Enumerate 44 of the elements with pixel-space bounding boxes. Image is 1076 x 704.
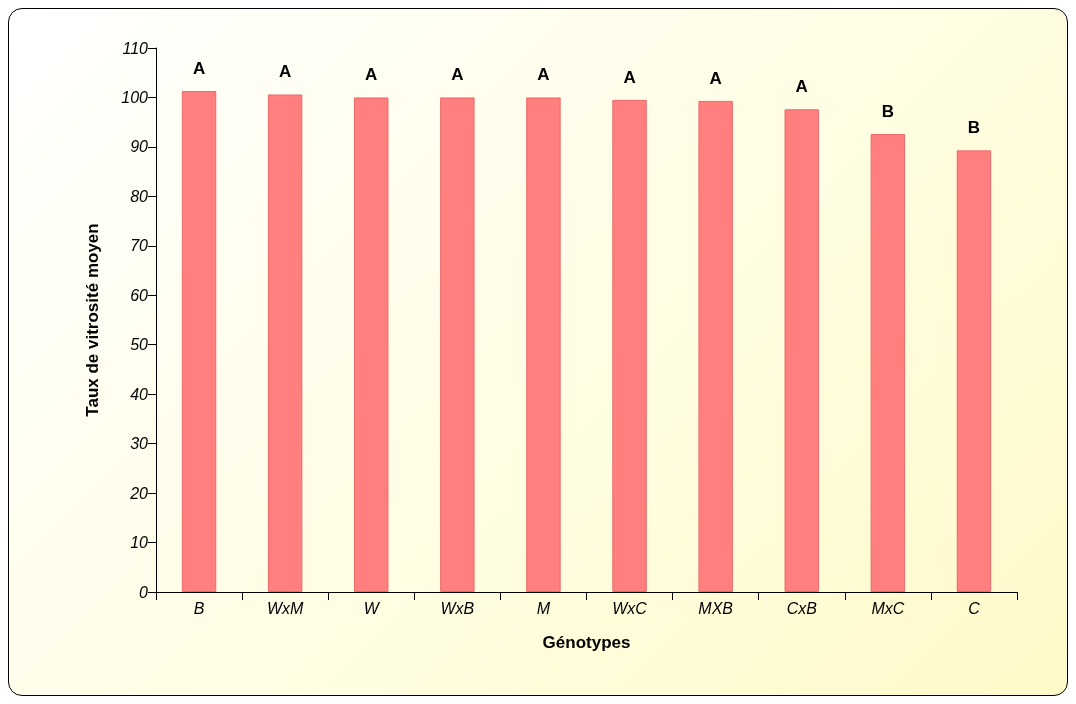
y-tick-label: 40 (130, 385, 149, 403)
bar (526, 97, 561, 592)
y-tick-label: 90 (130, 138, 149, 156)
bar (956, 150, 992, 592)
bar (784, 109, 819, 592)
y-tick-label: 30 (130, 435, 149, 453)
bar (181, 91, 217, 592)
x-tick-label: W (363, 599, 381, 617)
data-label: B (967, 118, 981, 138)
bar (440, 97, 475, 592)
bar (870, 134, 906, 592)
y-axis-title: Taux de vitrosité moyen (83, 223, 102, 417)
x-tick-label: M (536, 599, 551, 617)
y-tick-label: 70 (130, 237, 149, 255)
bar (612, 99, 647, 592)
bar (267, 94, 303, 592)
x-tick-label: B (193, 599, 205, 617)
y-tick-label: 10 (130, 534, 149, 552)
data-label: A (279, 62, 292, 82)
data-label: A (451, 65, 464, 85)
x-tick-label: MXB (698, 599, 734, 617)
data-label: A (192, 59, 206, 79)
x-tick-label: C (968, 599, 981, 617)
x-tick-label: WxB (440, 599, 475, 617)
data-label: B (881, 102, 894, 122)
data-label: A (709, 68, 722, 88)
x-tick-label: CxB (786, 599, 818, 617)
y-tick-label: 100 (121, 88, 149, 106)
data-label: A (795, 77, 808, 97)
data-label: A (365, 65, 378, 85)
x-tick-label: MxC (871, 599, 905, 617)
y-tick-label: 20 (129, 484, 149, 502)
y-tick-label: 50 (130, 336, 149, 354)
y-tick-label: 110 (122, 39, 149, 57)
data-label: A (623, 67, 636, 87)
bar (698, 100, 733, 592)
y-tick-label: 0 (139, 583, 149, 601)
x-tick-label: WxM (266, 599, 305, 617)
y-tick-label: 60 (130, 286, 149, 304)
x-axis-title: Génotypes (542, 633, 631, 652)
bar (354, 97, 389, 592)
y-tick-label: 80 (130, 187, 149, 205)
data-label: A (537, 65, 550, 85)
x-tick-label: WxC (612, 599, 648, 617)
